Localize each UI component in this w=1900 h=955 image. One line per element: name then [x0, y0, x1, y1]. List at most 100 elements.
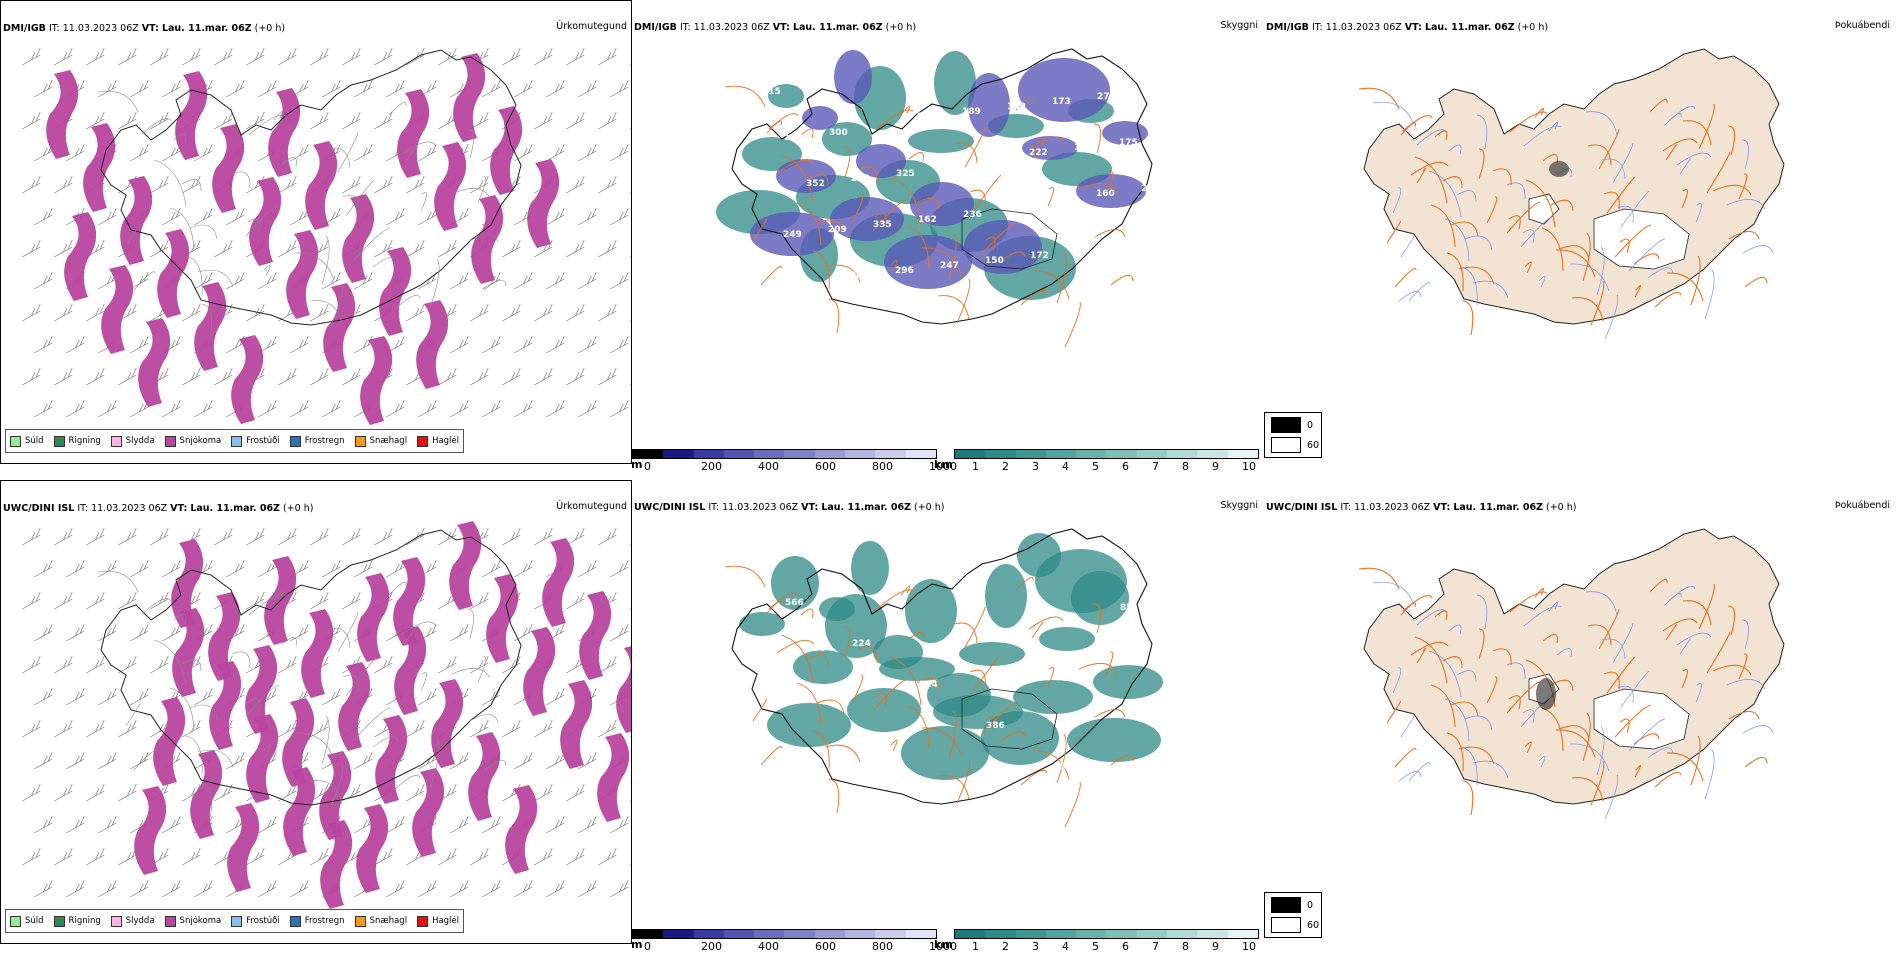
road-line	[337, 131, 359, 173]
colorbar-bin	[1136, 450, 1168, 458]
snow-area	[434, 142, 467, 231]
wind-barb	[354, 751, 373, 770]
panel-header: UWC/DINI ISL IT: 11.03.2023 06Z VT: Lau.…	[634, 502, 944, 513]
legend-item: Snjókoma	[164, 915, 221, 927]
road-line	[1647, 747, 1674, 759]
wind-barb	[162, 79, 181, 98]
legend-item: Frostregn	[289, 435, 345, 447]
wind-barb	[98, 79, 117, 98]
visibility-value: 85	[1120, 603, 1133, 613]
wind-barb	[34, 399, 53, 418]
fog-legend-row: 0	[1271, 417, 1321, 433]
cloud-area	[905, 579, 957, 643]
snow-area	[138, 318, 171, 407]
road-line	[404, 147, 416, 164]
wind-barb	[630, 544, 631, 546]
road-line	[1392, 187, 1402, 214]
road-line	[1028, 616, 1064, 630]
panel-title: Þokuábendi	[1834, 20, 1890, 31]
road-line	[1676, 152, 1712, 166]
road-line	[477, 176, 487, 203]
visibility-value: 215	[762, 87, 781, 97]
wind-barb	[546, 207, 565, 226]
wind-barb	[182, 175, 201, 194]
road-line	[1520, 215, 1555, 248]
road-line	[1414, 636, 1448, 684]
wind-barb	[226, 559, 245, 578]
road-line	[1698, 103, 1715, 150]
road-line	[1047, 187, 1054, 207]
road-line	[153, 159, 187, 207]
road-line	[1410, 641, 1449, 656]
road-line	[800, 608, 814, 619]
wind-barb	[54, 719, 73, 738]
road-line	[310, 300, 343, 325]
snow-area	[579, 591, 612, 680]
visibility-value: 176	[1074, 143, 1093, 153]
wind-barb	[322, 271, 341, 290]
wind-barb	[598, 367, 617, 386]
wind-barb	[214, 783, 233, 802]
cloud-area	[1067, 718, 1161, 762]
road-line	[780, 634, 814, 682]
wind-barb	[546, 399, 565, 418]
road-line	[1472, 280, 1509, 299]
wind-barb	[86, 847, 105, 866]
wind-barb	[290, 399, 309, 418]
wind-barb	[386, 815, 405, 834]
visibility-value: 236	[963, 210, 982, 220]
legend-label: Súld	[25, 436, 44, 446]
wind-barb	[566, 111, 585, 130]
road-line	[1104, 171, 1114, 198]
wind-barb	[482, 79, 501, 98]
colorbar-tick: 9	[1212, 460, 1219, 473]
wind-barb	[130, 143, 149, 162]
colorbar-tick: 4	[1062, 940, 1069, 953]
map-panel: DMI/IGB IT: 11.03.2023 06Z VT: Lau. 11.m…	[0, 0, 632, 464]
wind-barb	[54, 591, 73, 610]
wind-barb	[598, 847, 617, 866]
wind-barb	[22, 175, 41, 194]
road-line	[1064, 301, 1081, 348]
wind-barb	[630, 128, 631, 130]
wind-barb	[598, 527, 617, 546]
road-line	[189, 704, 218, 720]
wind-barb	[22, 47, 41, 66]
road-line	[1408, 282, 1431, 302]
it-label: IT:	[708, 502, 720, 513]
legend-label: Frostregn	[304, 436, 345, 446]
road-line	[1444, 218, 1470, 262]
snow-area	[468, 732, 501, 821]
wind-barb	[118, 47, 137, 66]
road-line	[1585, 591, 1618, 616]
wind-barb	[354, 335, 373, 354]
wind-barb	[98, 559, 117, 578]
legend-item: Frostúði	[231, 435, 280, 447]
map-canvas	[1358, 528, 1785, 820]
road-line	[1525, 179, 1556, 228]
wind-barb	[566, 591, 585, 610]
wind-barb	[598, 47, 617, 66]
road-line	[1558, 245, 1590, 260]
colorbar-tick: 800	[872, 460, 893, 473]
road-line	[245, 684, 280, 717]
fog-legend-label: 0	[1307, 899, 1314, 911]
road-line	[1464, 235, 1493, 251]
road-line	[948, 230, 957, 280]
road-line	[890, 739, 898, 752]
road-line	[844, 626, 851, 658]
road-line	[1604, 774, 1619, 820]
wind-barb	[354, 79, 373, 98]
wind-barb	[34, 335, 53, 354]
road-line	[388, 102, 407, 116]
wind-barb	[226, 271, 245, 290]
it-label: IT:	[77, 503, 89, 514]
wind-barb	[342, 47, 361, 66]
road-line	[1582, 712, 1591, 762]
road-line	[1442, 176, 1463, 189]
road-line	[908, 632, 924, 642]
wind-barb	[290, 623, 309, 642]
wind-barb	[246, 111, 265, 130]
wind-barb	[514, 879, 533, 898]
colorbar-tick: 400	[758, 460, 779, 473]
